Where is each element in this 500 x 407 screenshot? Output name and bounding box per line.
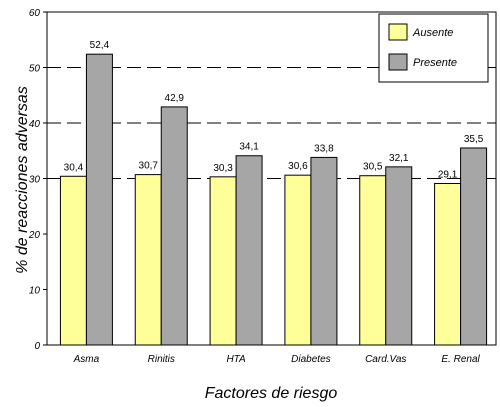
y-tick-label: 30 <box>29 175 41 186</box>
data-label: 30,7 <box>139 161 159 172</box>
x-tick-label: Rinitis <box>148 354 175 365</box>
legend-swatch <box>388 53 408 71</box>
data-label: 34,1 <box>239 142 259 153</box>
data-label: 30,4 <box>64 162 84 173</box>
data-label: 52,4 <box>90 40 110 51</box>
data-label: 30,5 <box>363 162 383 173</box>
y-axis-ticks: 0 10 20 30 40 50 60 <box>28 8 47 352</box>
y-tick-label: 50 <box>29 64 41 75</box>
bar-ausente-hta <box>209 176 237 346</box>
x-tick-label: E. Renal <box>441 354 480 365</box>
data-label: 33,8 <box>314 143 334 154</box>
x-tick-label: HTA <box>226 354 246 365</box>
y-tick-label: 10 <box>29 286 41 297</box>
legend-label: Presente <box>413 57 457 69</box>
data-label: 30,3 <box>213 163 233 174</box>
y-tick-label: 0 <box>34 341 40 352</box>
data-label: 32,1 <box>389 153 409 164</box>
bar-ausente-diabetes <box>284 174 312 346</box>
y-tick-label: 40 <box>29 119 41 130</box>
legend-label: Ausente <box>412 27 453 39</box>
x-axis-ticks: Asma Rinitis HTA Diabetes Card.Vas E. Renal <box>73 354 481 365</box>
bar-ausente-card-vas <box>359 175 387 346</box>
data-label: 35,5 <box>464 134 484 145</box>
bar-presente-hta <box>235 155 263 346</box>
bar-presente-asma <box>85 53 113 346</box>
bars <box>59 53 488 346</box>
legend-swatch <box>388 23 408 41</box>
x-tick-label: Card.Vas <box>365 354 406 365</box>
gridlines <box>47 67 496 179</box>
bar-presente-card-vas <box>385 166 413 346</box>
x-axis-title: Factores de riesgo <box>205 385 338 402</box>
bar-ausente-e-renal <box>434 182 462 346</box>
y-tick-label: 60 <box>29 8 41 19</box>
bar-presente-rinitis <box>160 106 188 346</box>
x-tick-label: Diabetes <box>291 354 330 365</box>
data-label: 42,9 <box>165 93 185 104</box>
bar-ausente-rinitis <box>134 174 162 346</box>
bar-presente-diabetes <box>310 156 338 346</box>
y-tick-label: 20 <box>28 230 41 241</box>
bar-ausente-asma <box>59 175 87 346</box>
legend: Ausente Presente <box>378 13 489 83</box>
data-labels: 30,4 52,4 30,7 42,9 30,3 34,1 30,6 33,8 30,5 32,1… <box>64 40 484 180</box>
bar-presente-e-renal <box>460 147 488 346</box>
y-axis-title: % de reacciones adversas <box>14 86 31 274</box>
x-tick-label: Asma <box>73 354 100 365</box>
data-label: 29,1 <box>438 169 458 180</box>
data-label: 30,6 <box>288 161 308 172</box>
